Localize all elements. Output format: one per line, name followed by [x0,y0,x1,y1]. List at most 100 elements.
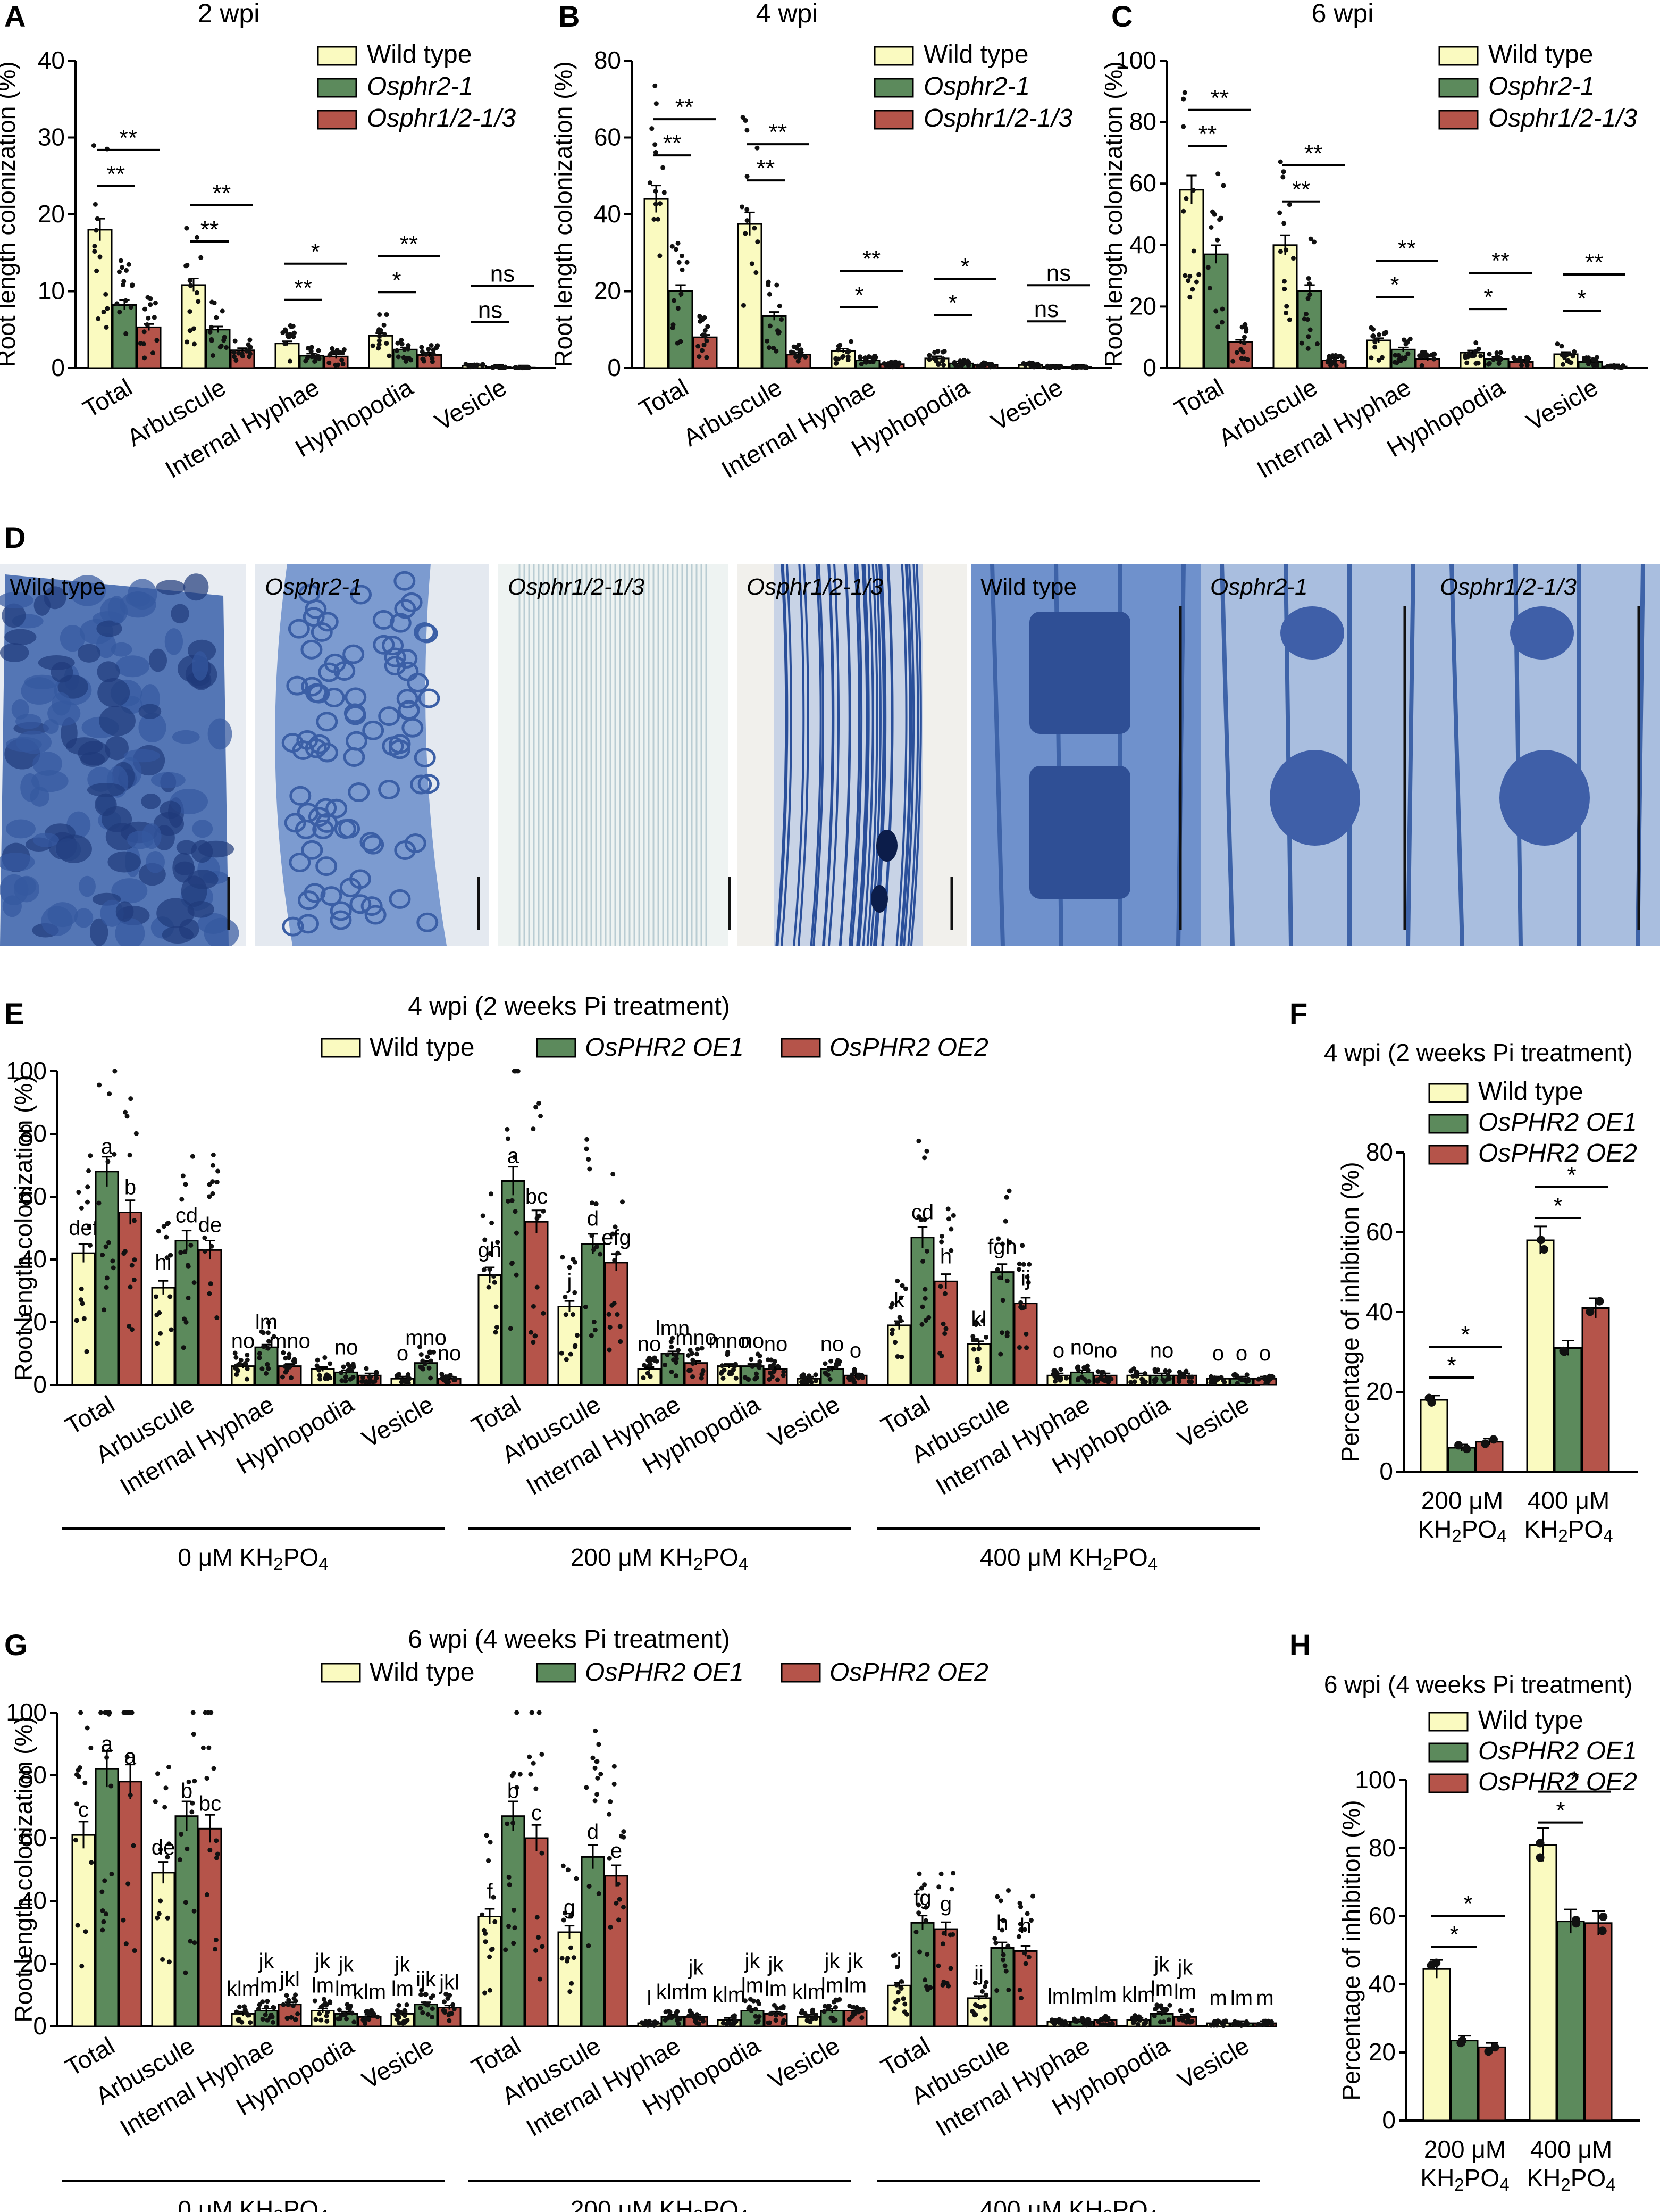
data-point [1189,2007,1195,2013]
data-point [1232,1372,1237,1377]
data-point [942,1291,948,1296]
data-point [399,338,404,343]
data-point [440,1376,445,1381]
cell [187,901,214,918]
data-point [803,2014,809,2019]
significance-label: ** [1211,85,1229,111]
cell [44,586,66,610]
data-point [154,338,160,343]
data-point [187,278,192,283]
cell [0,592,33,609]
cell [362,720,384,740]
data-point [507,1882,512,1888]
significance-letter: de [152,1836,175,1859]
data-point [773,2013,778,2018]
significance-letter: o [397,1342,408,1365]
data-point [402,2008,407,2013]
data-point [1242,340,1247,346]
data-point [1478,354,1483,359]
data-point [428,1375,433,1381]
data-point [1003,1968,1009,1974]
cell [123,749,161,763]
data-point [158,1847,163,1852]
legend-entry: Wild type [1488,40,1593,69]
data-point [191,1908,197,1914]
data-point [74,1801,80,1807]
cell [89,918,108,946]
significance-letter: i [897,1949,902,1972]
significance-letter: fg [913,1886,931,1909]
significance-letter: jk [1154,1952,1170,1976]
significance-letter: hi [155,1251,171,1274]
data-point [1235,1381,1240,1386]
cell [311,622,333,642]
significance-label: ** [294,275,312,301]
data-point [1222,1380,1227,1385]
data-point [781,2018,786,2023]
data-point [935,349,941,354]
data-point [1158,2019,1163,2025]
significance-letter: mno [269,1330,311,1353]
data-point [1025,1911,1030,1916]
chart-title: 6 wpi [1312,0,1374,28]
data-point [303,358,308,364]
data-point [152,315,157,320]
data-point [1059,2021,1064,2026]
data-point [481,1927,487,1933]
data-point [1463,355,1468,360]
data-point [336,362,341,368]
data-point [427,1349,432,1355]
data-point [852,1370,857,1375]
significance-letter: klm [792,1980,825,2004]
data-point [1083,365,1088,370]
cell [111,878,148,904]
data-point [259,1366,265,1372]
data-point [1384,330,1389,335]
data-point [1340,358,1345,364]
data-point [242,2007,248,2013]
data-point [536,1100,542,1106]
data-point [611,1301,617,1306]
data-point [421,356,426,362]
data-point [704,355,709,360]
legend-swatch [536,1038,576,1058]
cell [382,636,404,656]
data-point [945,1206,951,1212]
data-point [961,357,967,363]
cell [149,648,167,672]
data-point [506,1874,512,1880]
data-point [480,362,485,368]
significance-letter: jk [848,1950,864,1973]
data-point [204,1892,209,1897]
data-point [1026,1280,1031,1285]
cell [171,604,189,624]
data-point [1167,1376,1172,1381]
data-point [1264,2019,1269,2025]
data-point [986,362,992,367]
bar [136,326,162,369]
x-tick-label: KH2PO4 [1418,1515,1506,1546]
group-label: 0 μM KH2PO4 [178,2196,328,2212]
data-point [1290,256,1296,261]
significance-letter: h [1020,1914,1032,1938]
data-point [607,1324,613,1330]
bar [1447,1447,1476,1473]
data-point [943,1326,949,1331]
data-point [533,1948,539,1953]
data-point [598,1772,603,1777]
significance-letter: lm [844,1974,867,1998]
data-point [1075,1378,1080,1383]
significance-letter: jkl [439,1971,459,1994]
data-point [350,1375,356,1380]
x-tick-label: Total [467,2032,525,2082]
data-point [105,306,110,311]
data-point [309,345,314,350]
data-point [1215,237,1220,243]
legend-entry: OsPHR2 OE2 [1478,1139,1637,1167]
significance-label: ** [107,161,125,187]
data-point [781,1369,786,1374]
significance-letter: klm [353,1980,386,2004]
data-point [1473,349,1478,354]
panel-letter: D [4,521,26,554]
data-point [690,1361,695,1366]
